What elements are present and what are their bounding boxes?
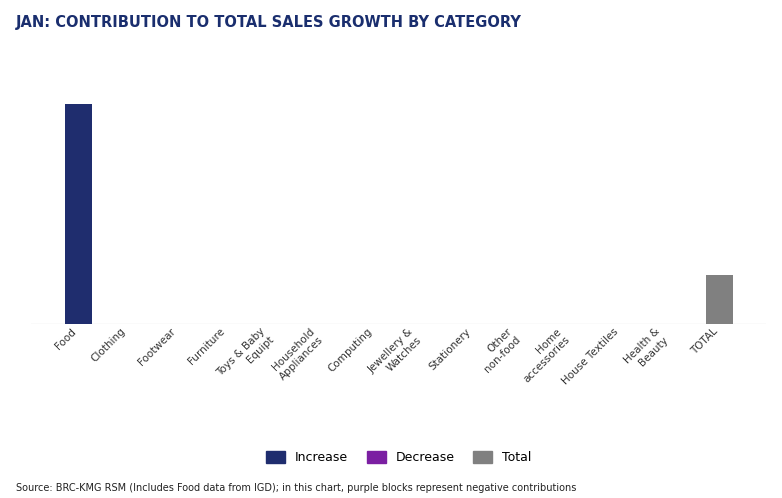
Bar xyxy=(163,368,191,389)
Bar xyxy=(361,462,388,478)
Bar xyxy=(114,324,141,368)
Bar xyxy=(262,429,289,445)
Legend: Increase, Decrease, Total: Increase, Decrease, Total xyxy=(260,444,538,471)
Bar xyxy=(706,275,733,324)
Bar xyxy=(65,104,91,324)
Text: JAN: CONTRIBUTION TO TOTAL SALES GROWTH BY CATEGORY: JAN: CONTRIBUTION TO TOTAL SALES GROWTH … xyxy=(16,15,522,30)
Bar xyxy=(213,389,240,429)
Text: Source: BRC-KMG RSM (Includes Food data from IGD); in this chart, purple blocks : Source: BRC-KMG RSM (Includes Food data … xyxy=(16,483,576,493)
Bar xyxy=(459,491,486,498)
Bar xyxy=(311,445,339,462)
Bar xyxy=(410,478,437,491)
